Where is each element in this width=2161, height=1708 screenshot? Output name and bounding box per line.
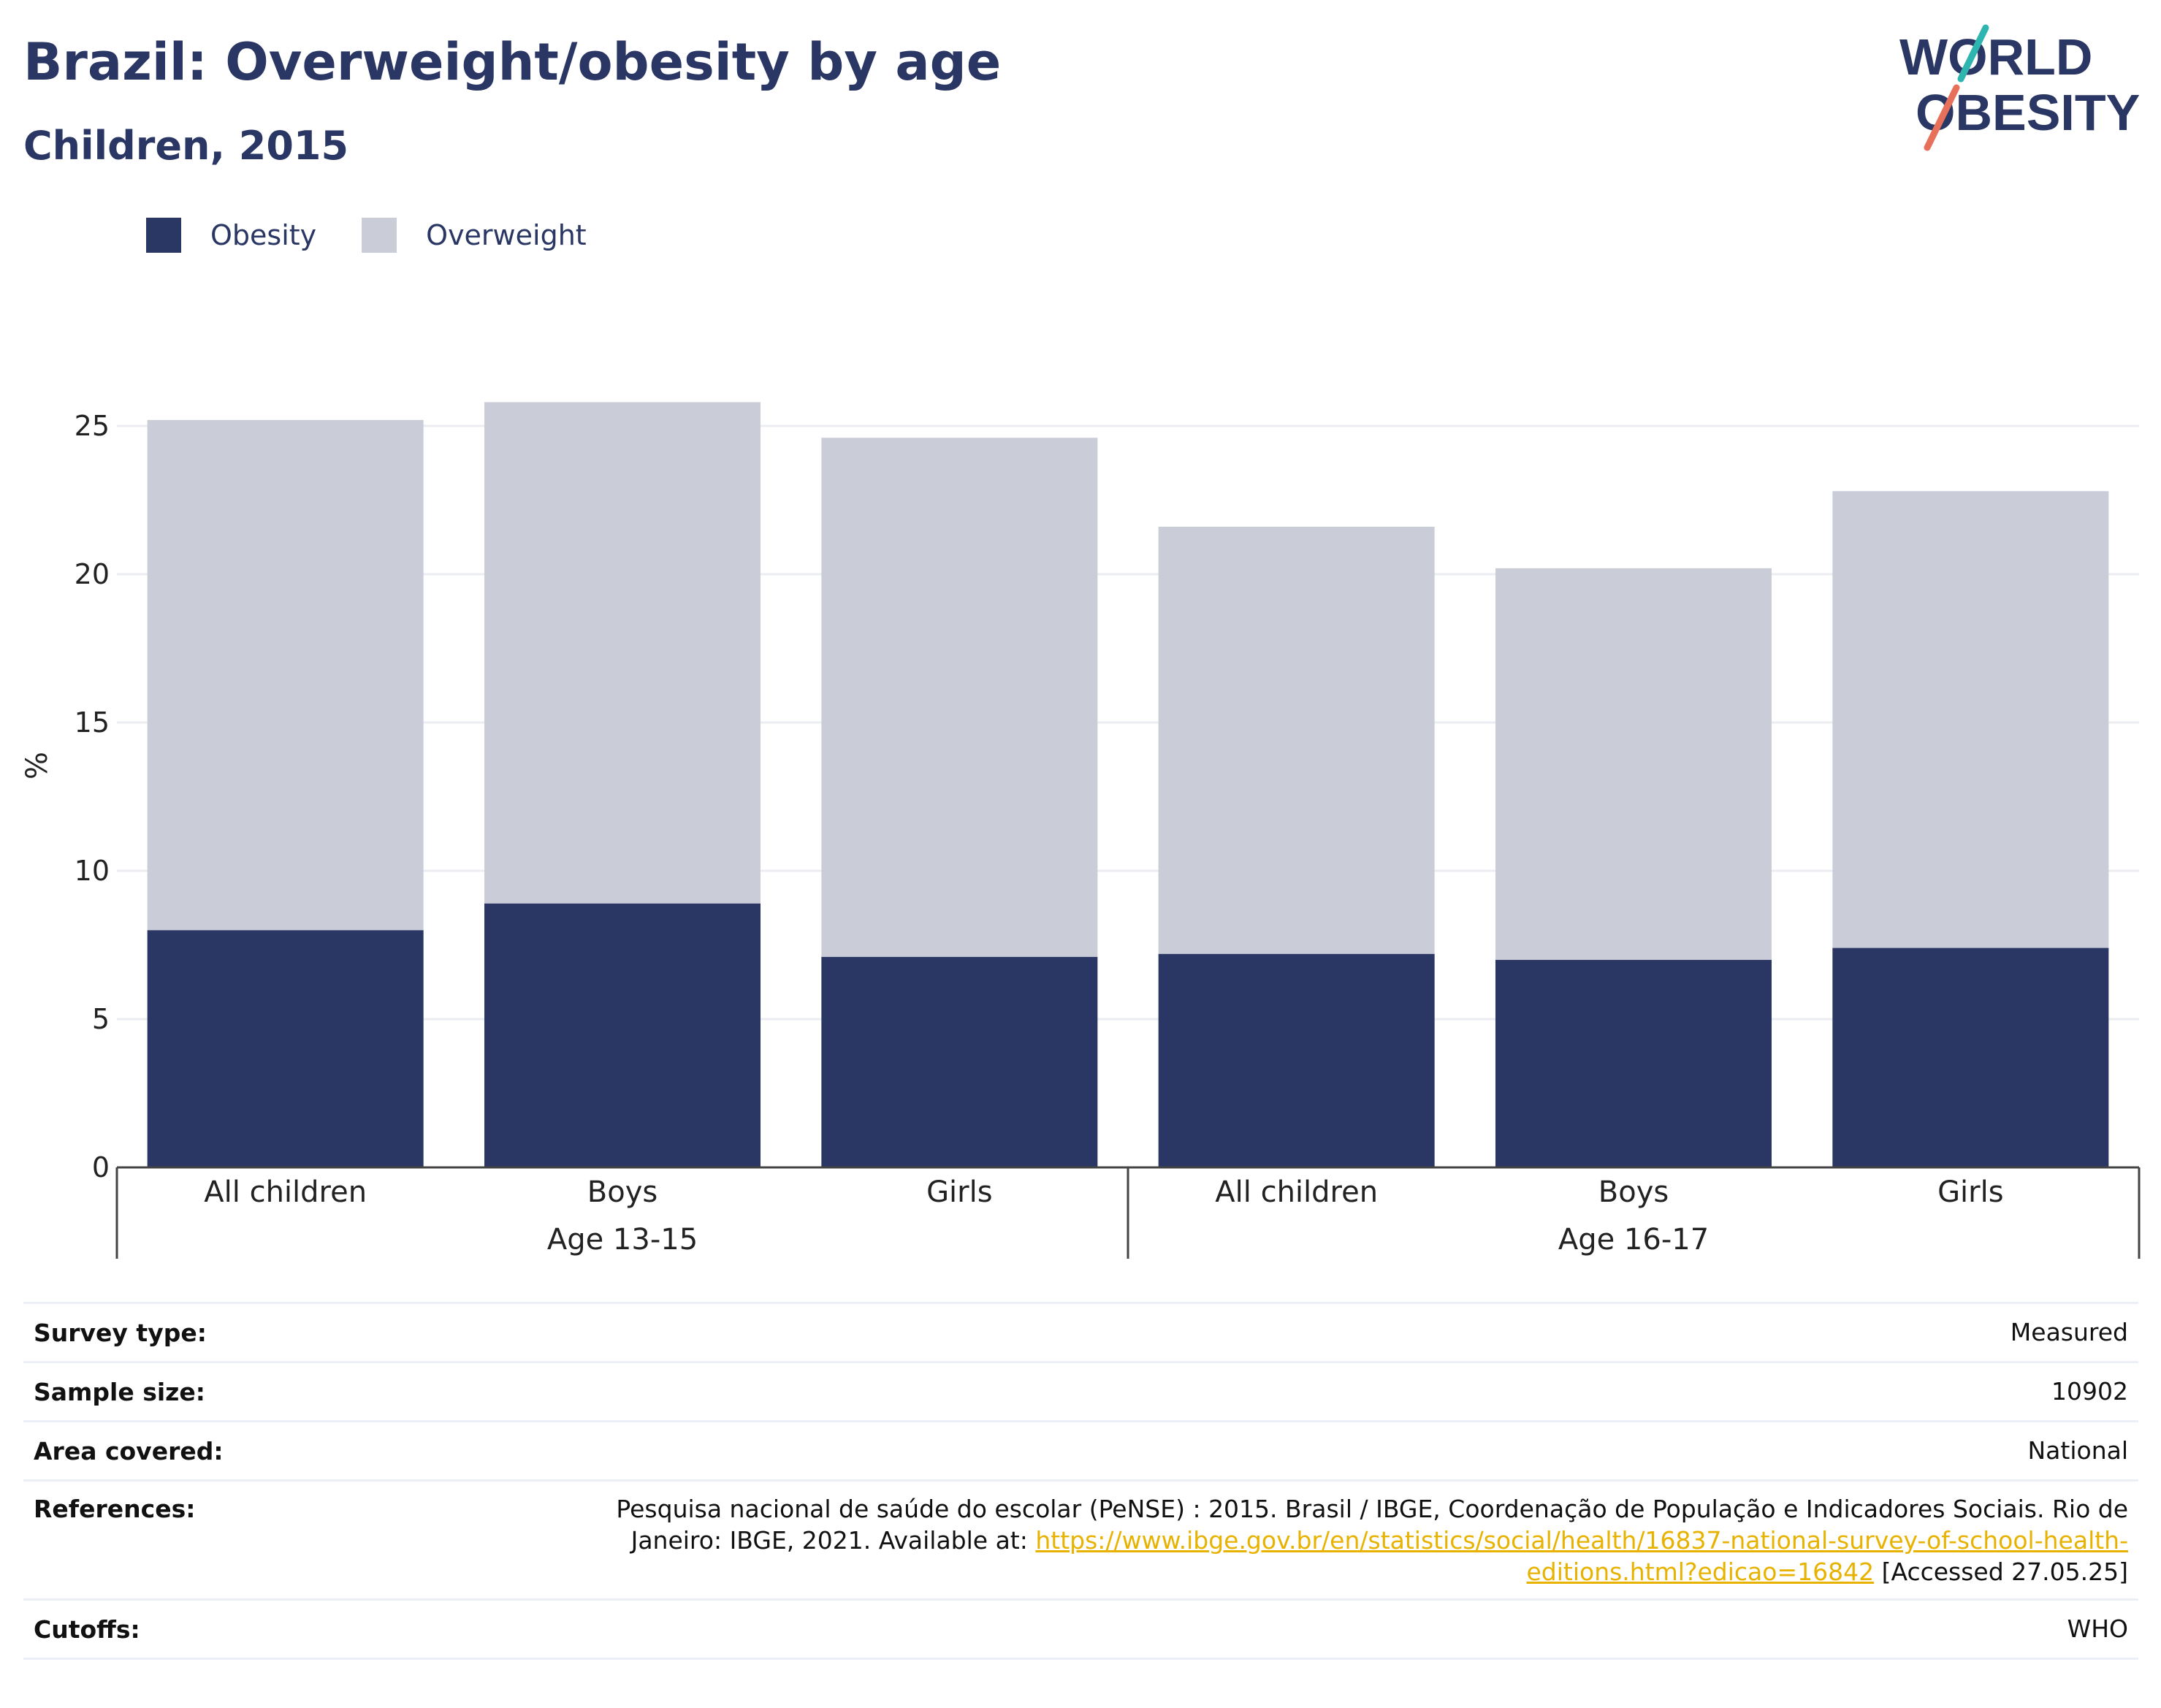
survey-type-value: Measured xyxy=(2010,1318,2128,1346)
chart-title: Brazil: Overweight/obesity by age xyxy=(23,32,1002,92)
bar-overweight xyxy=(147,419,424,931)
info-row-references: References: Pesquisa nacional de saúde d… xyxy=(23,1479,2138,1598)
survey-type-label: Survey type: xyxy=(34,1318,207,1347)
y-tick-label: 15 xyxy=(75,706,110,739)
legend-label-obesity: Obesity xyxy=(210,219,317,251)
y-tick-label: 20 xyxy=(75,558,110,590)
bar-obesity xyxy=(1495,959,1772,1167)
bar-obesity xyxy=(1158,953,1435,1167)
x-group-label: Age 13-15 xyxy=(547,1223,698,1257)
stacked-bar-chart: 0 5 10 15 20 25% All children Boys Girls All chil… xyxy=(20,402,2141,1259)
references-label: References: xyxy=(34,1495,196,1523)
cutoffs-label: Cutoffs: xyxy=(34,1614,140,1644)
bar-overweight xyxy=(821,438,1098,957)
legend-item-overweight[interactable]: Overweight xyxy=(362,218,587,253)
chart-legend: Obesity Overweight xyxy=(146,218,632,253)
y-tick-label: 10 xyxy=(75,855,110,887)
logo-coral-stroke xyxy=(1924,84,1960,151)
logo-teal-stroke xyxy=(1957,24,1989,83)
bar-obesity xyxy=(821,956,1098,1167)
world-obesity-logo: WORLD OBESITY xyxy=(1899,24,2140,151)
bar-overweight xyxy=(1158,527,1435,954)
x-tick-label: All children xyxy=(204,1175,367,1209)
references-accessed: [Accessed 27.05.25] xyxy=(1874,1558,2128,1586)
x-tick-label: Boys xyxy=(1598,1175,1669,1209)
x-tick-label: All children xyxy=(1215,1175,1378,1209)
info-row-survey-type: Survey type: Measured xyxy=(23,1302,2138,1361)
y-tick-label: 0 xyxy=(92,1151,110,1183)
info-row-cutoffs: Cutoffs: WHO xyxy=(23,1598,2138,1660)
y-tick-label: 25 xyxy=(75,410,110,442)
y-axis-label: % xyxy=(20,752,54,779)
sample-size-label: Sample size: xyxy=(34,1377,205,1406)
references-value: Pesquisa nacional de saúde do escolar (P… xyxy=(521,1493,2128,1587)
survey-info-table: Survey type: Measured Sample size: 10902… xyxy=(23,1302,2138,1660)
x-tick-label: Girls xyxy=(1937,1175,2004,1209)
legend-swatch-overweight xyxy=(362,218,397,253)
references-link[interactable]: https://www.ibge.gov.br/en/statistics/so… xyxy=(1035,1526,2128,1586)
info-row-area-covered: Area covered: National xyxy=(23,1420,2138,1479)
area-covered-label: Area covered: xyxy=(34,1436,224,1465)
bar-overweight xyxy=(1495,568,1772,960)
bar-overweight xyxy=(484,402,761,904)
references-text: Pesquisa nacional de saúde do escolar (P… xyxy=(616,1495,2128,1555)
area-covered-value: National xyxy=(2027,1436,2128,1465)
sample-size-value: 10902 xyxy=(2051,1377,2128,1406)
legend-swatch-obesity xyxy=(146,218,181,253)
bar-overweight xyxy=(1832,491,2109,948)
bar-obesity xyxy=(1832,948,2109,1167)
x-tick-label: Boys xyxy=(587,1175,658,1209)
bar-obesity xyxy=(147,930,424,1167)
x-tick-label: Girls xyxy=(926,1175,993,1209)
info-row-sample-size: Sample size: 10902 xyxy=(23,1361,2138,1420)
x-group-label: Age 16-17 xyxy=(1558,1223,1709,1257)
cutoffs-value: WHO xyxy=(2067,1614,2128,1643)
y-tick-label: 5 xyxy=(92,1003,110,1035)
logo-line1: WORLD xyxy=(1899,28,2092,85)
bar-obesity xyxy=(484,903,761,1167)
legend-label-overweight: Overweight xyxy=(426,219,587,251)
legend-item-obesity[interactable]: Obesity xyxy=(146,218,316,253)
chart-subtitle: Children, 2015 xyxy=(23,123,349,169)
logo-line2: OBESITY xyxy=(1916,84,2140,141)
